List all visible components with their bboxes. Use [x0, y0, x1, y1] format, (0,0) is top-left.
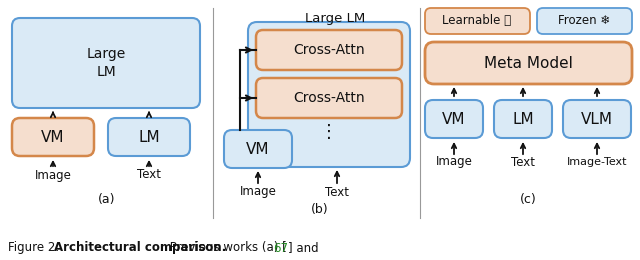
Text: Large
LM: Large LM	[86, 47, 125, 79]
Text: Image: Image	[436, 155, 472, 168]
Text: (c): (c)	[520, 193, 536, 206]
Text: Architectural comparison.: Architectural comparison.	[54, 242, 227, 255]
Text: Large LM: Large LM	[305, 12, 365, 25]
Text: VM: VM	[41, 129, 65, 145]
FancyBboxPatch shape	[248, 22, 410, 167]
Text: Image-Text: Image-Text	[567, 157, 627, 167]
FancyBboxPatch shape	[256, 30, 402, 70]
Text: VLM: VLM	[581, 112, 613, 127]
FancyBboxPatch shape	[12, 118, 94, 156]
Text: Cross-Attn: Cross-Attn	[293, 91, 365, 105]
FancyBboxPatch shape	[224, 130, 292, 168]
Text: ] and: ] and	[288, 242, 319, 255]
Text: (b): (b)	[311, 204, 329, 217]
Text: Text: Text	[137, 168, 161, 181]
FancyBboxPatch shape	[425, 8, 530, 34]
Text: Text: Text	[325, 185, 349, 198]
Text: VM: VM	[442, 112, 466, 127]
FancyBboxPatch shape	[563, 100, 631, 138]
Text: Figure 2.: Figure 2.	[8, 242, 63, 255]
FancyBboxPatch shape	[425, 100, 483, 138]
Text: LM: LM	[138, 129, 160, 145]
Text: Frozen ❄️: Frozen ❄️	[558, 15, 610, 28]
Text: ⋮: ⋮	[320, 123, 338, 141]
FancyBboxPatch shape	[108, 118, 190, 156]
Text: VM: VM	[246, 141, 269, 157]
FancyBboxPatch shape	[256, 78, 402, 118]
Text: Learnable 🔥: Learnable 🔥	[442, 15, 511, 28]
Text: (a): (a)	[99, 193, 116, 206]
Text: Image: Image	[239, 185, 276, 198]
Text: Image: Image	[35, 168, 72, 181]
FancyBboxPatch shape	[494, 100, 552, 138]
FancyBboxPatch shape	[12, 18, 200, 108]
Text: Meta Model: Meta Model	[484, 55, 572, 70]
Text: Cross-Attn: Cross-Attn	[293, 43, 365, 57]
FancyBboxPatch shape	[425, 42, 632, 84]
Text: LM: LM	[512, 112, 534, 127]
Text: Previous works (a) [: Previous works (a) [	[166, 242, 287, 255]
Text: Text: Text	[511, 155, 535, 168]
Text: 67: 67	[273, 242, 288, 255]
FancyBboxPatch shape	[537, 8, 632, 34]
